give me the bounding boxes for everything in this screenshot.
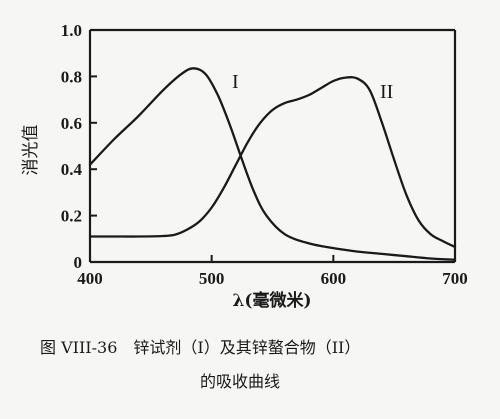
plot-frame: [88, 28, 457, 264]
x-axis-label: λ(毫微米): [232, 290, 311, 311]
series-line-2: [88, 76, 457, 249]
series-label-2: II: [380, 81, 393, 103]
y-tick-label: 0.4: [61, 160, 83, 179]
y-tick-label: 1.0: [61, 21, 82, 40]
x-tick-label: 700: [442, 269, 468, 288]
ticks: 0 0.2 0.4 0.6 0.8 1.0 400 500 600 700: [61, 21, 468, 288]
y-axis-label: 消光值: [21, 125, 41, 176]
series-group: [88, 67, 457, 261]
series-label-1: I: [232, 71, 239, 93]
y-tick-label: 0: [74, 253, 83, 272]
x-tick-label: 400: [77, 269, 103, 288]
y-tick-label: 0.6: [61, 114, 82, 133]
caption-line-1: 图 VIII-36 锌试剂（I）及其锌螯合物（II）: [40, 338, 361, 357]
y-tick-label: 0.2: [61, 207, 82, 226]
series-line-1: [88, 67, 457, 261]
x-tick-label: 600: [321, 269, 347, 288]
caption-line-2: 的吸收曲线: [200, 372, 281, 391]
x-tick-label: 500: [199, 269, 225, 288]
y-tick-label: 0.8: [61, 67, 82, 86]
